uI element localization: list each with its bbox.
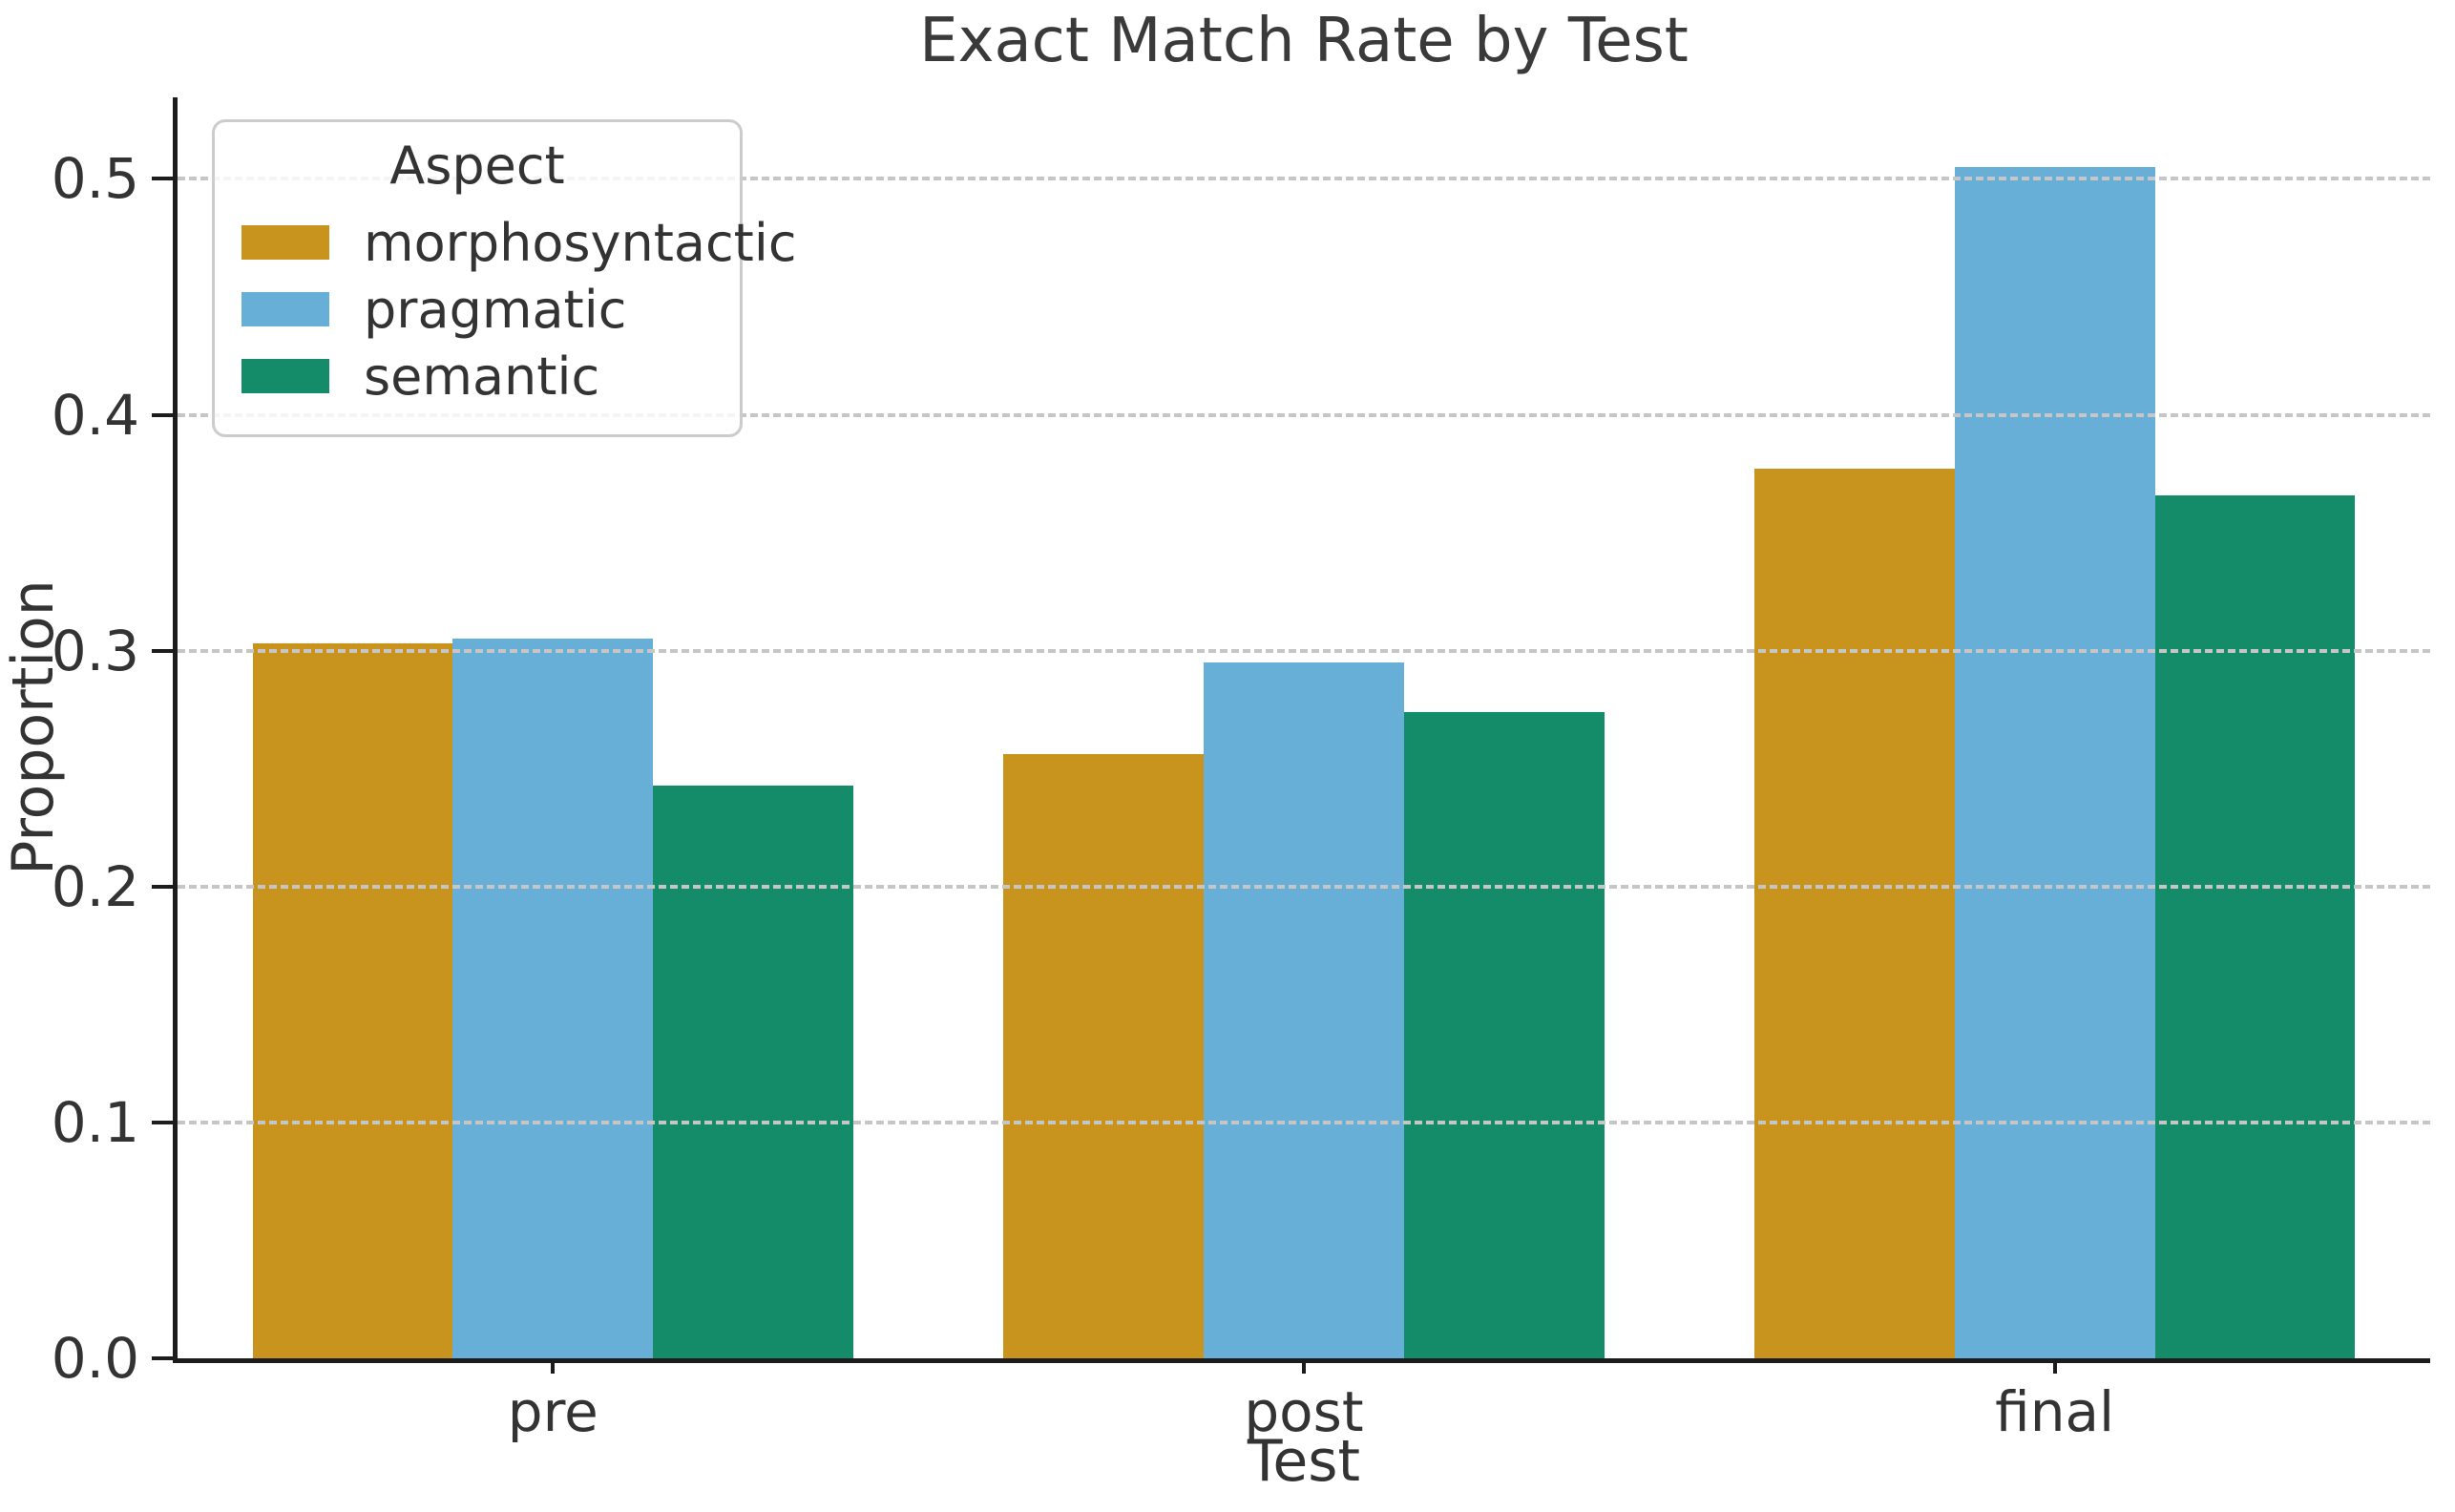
legend-item-semantic: semantic (215, 343, 740, 410)
y-tick-label-0.0: 0.0 (51, 1326, 139, 1391)
x-tick-label-post: post (1244, 1379, 1364, 1444)
bar-final-pragmatic (1954, 167, 2155, 1358)
y-tick-label-0.3: 0.3 (51, 618, 139, 683)
legend-item-label-pragmatic: pragmatic (364, 279, 627, 340)
x-tick-mark-post (1302, 1358, 1306, 1374)
bar-final-semantic (2154, 494, 2356, 1358)
y-tick-mark-0.2 (152, 884, 173, 889)
legend-swatch-semantic (241, 359, 329, 393)
gridline-0.4 (178, 412, 2430, 417)
y-tick-mark-0.3 (152, 648, 173, 653)
y-tick-label-0.1: 0.1 (51, 1089, 139, 1155)
x-tick-mark-pre (551, 1358, 556, 1374)
gridline-0.3 (178, 648, 2430, 653)
legend-item-morphosyntactic: morphosyntactic (215, 209, 797, 276)
legend-swatch-pragmatic (241, 292, 329, 326)
bar-pre-semantic (653, 785, 853, 1358)
y-tick-label-0.5: 0.5 (51, 146, 139, 212)
legend: Aspect morphosyntactic pragmatic semantic (212, 119, 797, 437)
y-tick-label-0.4: 0.4 (51, 382, 139, 448)
legend-items: morphosyntactic pragmatic semantic (215, 209, 797, 410)
bar-post-semantic (1403, 711, 1605, 1358)
y-tick-mark-0.4 (152, 412, 173, 417)
x-tick-mark-final (2052, 1358, 2057, 1374)
gridline-0.1 (178, 1120, 2430, 1124)
plot-area (173, 97, 2430, 1363)
bar-post-pragmatic (1204, 662, 1404, 1358)
legend-item-pragmatic: pragmatic (215, 276, 740, 343)
x-axis-label: Test (1247, 1428, 1361, 1495)
chart-title: Exact Match Rate by Test (919, 6, 1689, 76)
gridline-0.5 (178, 177, 2430, 181)
legend-item-label-semantic: semantic (364, 346, 600, 407)
bar-post-morphosyntactic (1003, 754, 1205, 1358)
x-axis-spine (173, 1358, 2430, 1363)
gridline-0.2 (178, 884, 2430, 889)
y-tick-label-0.2: 0.2 (51, 853, 139, 919)
y-tick-mark-0.1 (152, 1120, 173, 1124)
legend-swatch-morphosyntactic (241, 225, 329, 260)
legend-title: Aspect (389, 136, 565, 196)
y-tick-mark-0.5 (152, 177, 173, 181)
bar-final-morphosyntactic (1754, 469, 1955, 1358)
y-axis-spine (173, 97, 178, 1363)
y-tick-mark-0.0 (152, 1356, 173, 1360)
x-tick-label-pre: pre (507, 1379, 598, 1444)
legend-item-label-morphosyntactic: morphosyntactic (364, 212, 797, 273)
bar-pre-pragmatic (452, 639, 654, 1358)
bar-pre-morphosyntactic (252, 643, 453, 1358)
x-tick-label-final: final (1995, 1379, 2115, 1444)
